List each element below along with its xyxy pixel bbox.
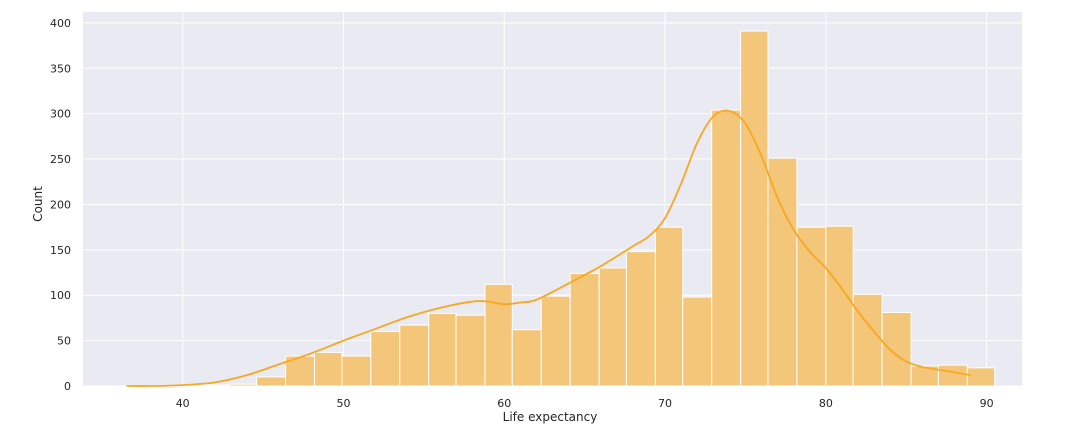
histogram-bar <box>399 324 430 387</box>
histogram-bar <box>825 225 854 387</box>
histogram-bar <box>370 331 401 387</box>
y-tick-label: 250 <box>50 153 71 166</box>
histogram-bar <box>569 272 600 387</box>
x-tick-label: 40 <box>176 397 190 410</box>
x-tick-label: 80 <box>819 397 833 410</box>
histogram-bar <box>937 364 968 387</box>
histogram-bar <box>852 293 883 387</box>
histogram-bar <box>199 384 230 387</box>
y-tick-label: 200 <box>50 198 71 211</box>
x-tick-label: 70 <box>658 397 672 410</box>
histogram-bar <box>682 296 713 387</box>
histogram-bar <box>256 376 287 387</box>
y-axis-ticks: 0 50 100 150 200 250 300 350 400 <box>50 17 71 393</box>
y-axis-label: Count <box>31 186 45 222</box>
x-tick-label: 50 <box>336 397 350 410</box>
histogram-bar <box>428 312 457 387</box>
histogram-bar <box>654 226 684 387</box>
y-tick-label: 0 <box>64 380 71 393</box>
y-tick-label: 50 <box>57 335 71 348</box>
x-axis-label: Life expectancy <box>503 410 598 424</box>
histogram-bar <box>881 311 912 387</box>
y-tick-label: 400 <box>50 17 71 30</box>
histogram-bar <box>966 367 996 387</box>
histogram-bar <box>228 383 258 387</box>
histogram-bar <box>484 283 513 387</box>
histogram-bar <box>740 30 769 387</box>
y-tick-label: 350 <box>50 62 71 75</box>
x-axis-ticks: 40 50 60 70 80 90 <box>176 397 994 410</box>
histogram-bar <box>341 355 372 387</box>
histogram-bar <box>455 314 486 387</box>
histogram-bar <box>767 157 798 387</box>
plot-area <box>83 12 1022 387</box>
histogram-bar <box>711 109 742 387</box>
y-tick-label: 100 <box>50 289 71 302</box>
histogram-bar <box>540 295 571 387</box>
histogram-bar <box>314 351 343 387</box>
histogram-bar <box>598 267 627 387</box>
histogram-bar <box>511 329 542 387</box>
histogram-bar <box>625 251 656 387</box>
kde-line <box>126 109 971 387</box>
x-tick-label: 90 <box>980 397 994 410</box>
x-tick-label: 60 <box>497 397 511 410</box>
y-tick-label: 150 <box>50 244 71 257</box>
histogram-bar <box>796 226 827 387</box>
y-tick-label: 300 <box>50 108 71 121</box>
